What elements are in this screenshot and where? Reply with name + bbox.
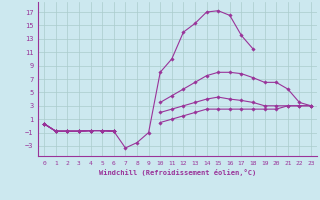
X-axis label: Windchill (Refroidissement éolien,°C): Windchill (Refroidissement éolien,°C) [99, 169, 256, 176]
